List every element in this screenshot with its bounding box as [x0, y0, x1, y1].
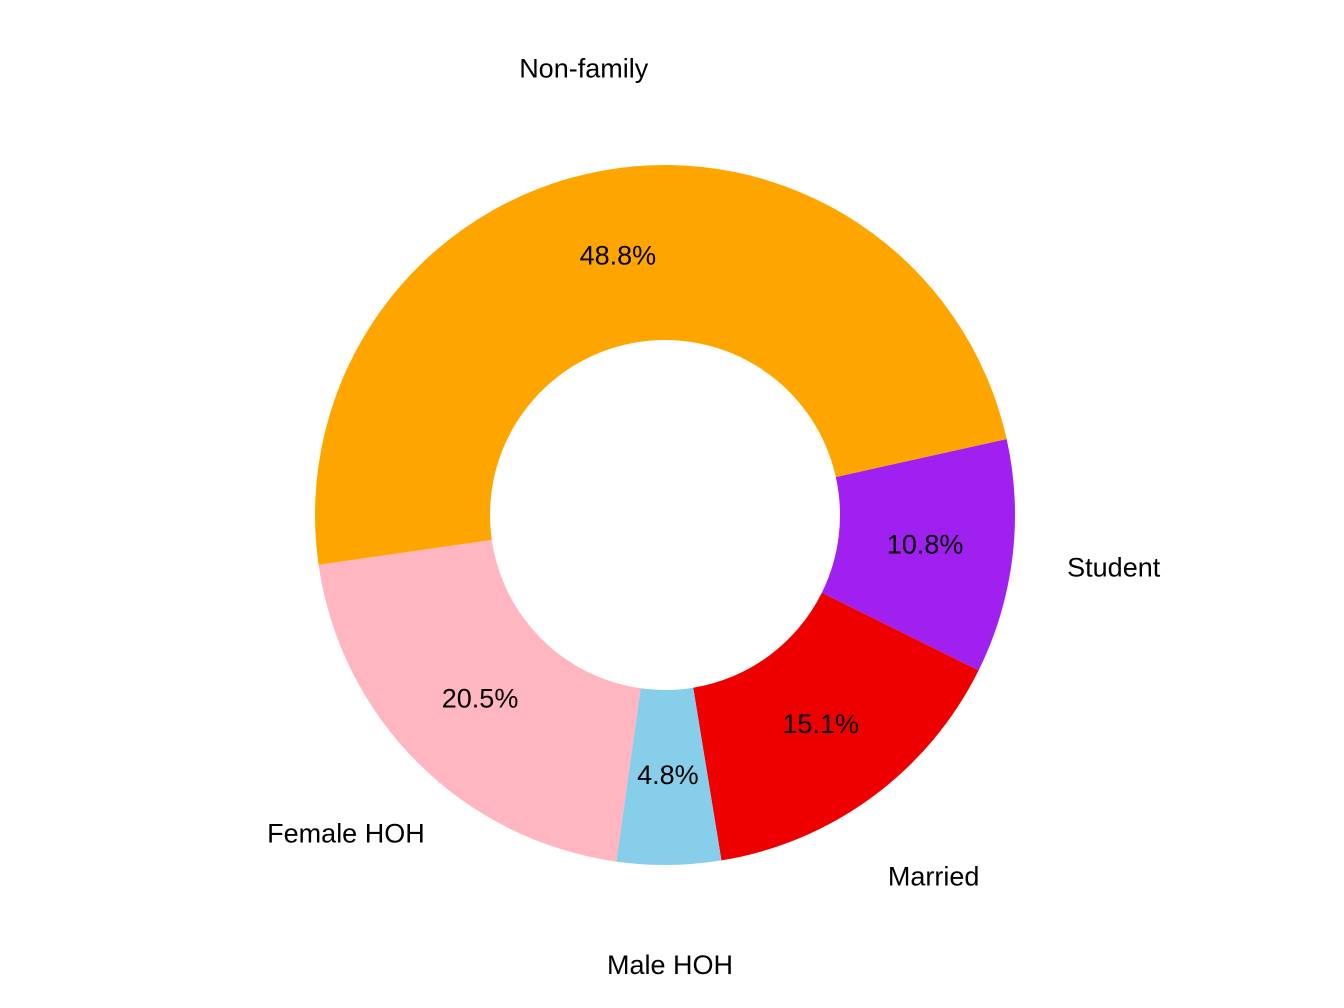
donut-slice — [821, 439, 1015, 671]
value-label: 15.1% — [782, 709, 859, 739]
value-label: 20.5% — [442, 684, 519, 714]
value-label: 48.8% — [580, 240, 657, 270]
category-label: Married — [888, 862, 980, 892]
category-label: Student — [1067, 553, 1161, 583]
donut-slice — [315, 165, 1007, 565]
donut-slice — [693, 592, 979, 861]
donut-slice — [318, 539, 641, 862]
category-label: Female HOH — [267, 818, 425, 848]
category-label: Male HOH — [607, 950, 733, 980]
category-label: Non-family — [519, 53, 649, 83]
donut-slice — [616, 687, 722, 865]
value-label: 10.8% — [887, 530, 964, 560]
value-label: 4.8% — [637, 760, 699, 790]
